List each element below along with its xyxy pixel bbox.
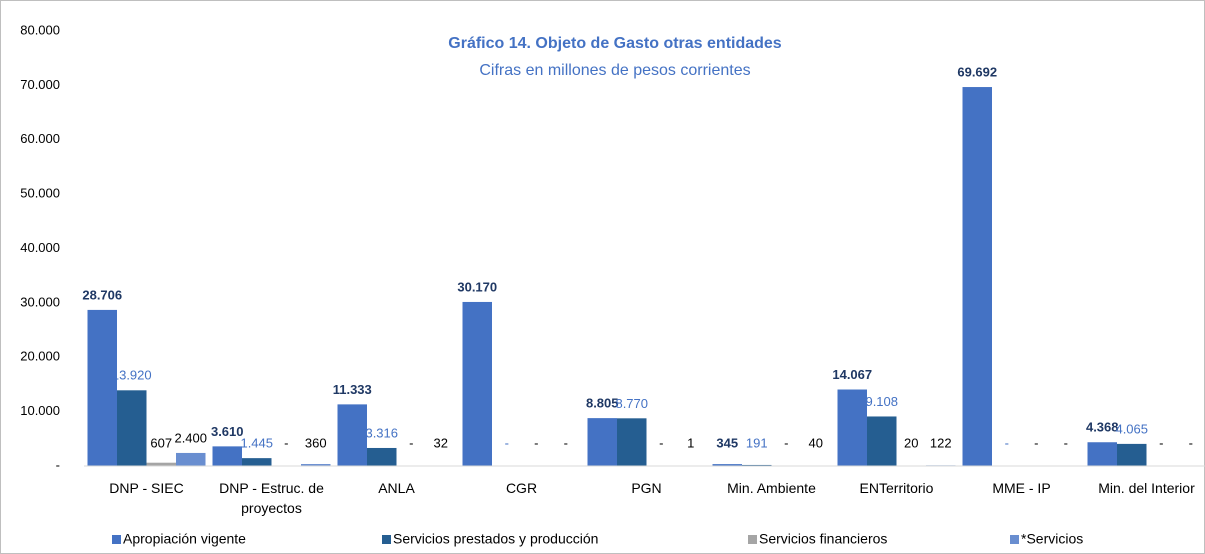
value-label: 9.108	[865, 394, 898, 409]
value-label: 28.706	[82, 287, 122, 302]
y-tick-label: 50.000	[20, 186, 60, 201]
value-label: -	[1064, 435, 1068, 450]
bar	[742, 464, 772, 466]
y-tick-label: 40.000	[20, 240, 60, 255]
value-label: -	[1034, 435, 1038, 450]
legend-swatch	[382, 535, 391, 544]
value-label: 4.065	[1115, 421, 1148, 436]
bar	[367, 447, 397, 466]
value-label: 345	[716, 435, 738, 450]
x-tick-label: ANLA	[378, 480, 415, 496]
bar	[462, 301, 492, 466]
bar	[837, 389, 867, 466]
bar	[146, 462, 176, 466]
x-tick-label: DNP - SIEC	[109, 480, 184, 496]
value-label: -	[659, 435, 663, 450]
bar	[587, 418, 617, 466]
bar	[867, 416, 897, 466]
legend-label: *Servicios	[1021, 531, 1083, 547]
value-label: -	[284, 435, 288, 450]
legend-label: Servicios financieros	[759, 531, 887, 547]
legend-swatch	[748, 535, 757, 544]
value-label: 20	[904, 435, 918, 450]
value-label: -	[1005, 435, 1009, 450]
bar	[337, 404, 367, 466]
y-tick-label: 20.000	[20, 349, 60, 364]
x-tick-label: Min. del Interior	[1098, 480, 1195, 496]
value-label: -	[1189, 435, 1193, 450]
x-tick-label: PGN	[631, 480, 662, 496]
bar	[87, 309, 117, 466]
x-tick-label: CGR	[505, 480, 538, 496]
value-label: 2.400	[174, 430, 207, 445]
value-label: 32	[434, 435, 448, 450]
legend-label: Apropiación vigente	[123, 531, 246, 547]
value-label: 360	[305, 435, 327, 450]
bar	[117, 390, 147, 466]
value-label: -	[1159, 435, 1163, 450]
bar	[962, 87, 992, 467]
value-label: 122	[930, 435, 952, 450]
bar	[212, 446, 242, 466]
bar	[242, 458, 272, 466]
x-tick-label: Min. Ambiente	[727, 480, 816, 496]
value-label: 8.805	[586, 396, 619, 411]
value-label: 4.368	[1086, 420, 1119, 435]
y-tick-label: 60.000	[20, 131, 60, 146]
y-tick-label: 10.000	[20, 403, 60, 418]
value-label: -	[784, 435, 788, 450]
value-label: 3.316	[365, 425, 398, 440]
value-label: -	[505, 435, 509, 450]
value-label: 191	[746, 435, 768, 450]
x-tick-label: ENTerritorio	[859, 480, 934, 496]
value-label: -	[534, 435, 538, 450]
x-tick-label: MME - IP	[992, 480, 1051, 496]
value-label: 30.170	[457, 279, 497, 294]
y-tick-label: 80.000	[20, 22, 60, 37]
x-tick-label: DNP - Estruc. de proyectos	[219, 480, 324, 516]
value-label: 1.445	[240, 435, 273, 450]
y-tick-label: 30.000	[20, 294, 60, 309]
chart-subtitle: Cifras en millones de pesos corrientes	[479, 62, 750, 79]
value-label: -	[409, 435, 413, 450]
value-label: 607	[150, 435, 172, 450]
y-tick-label: 70.000	[20, 77, 60, 92]
value-label: 3.610	[211, 424, 244, 439]
bar	[617, 418, 647, 466]
value-label: 13.920	[112, 368, 152, 383]
chart-title: Gráfico 14. Objeto de Gasto otras entida…	[448, 35, 782, 52]
value-label: 11.333	[333, 382, 372, 397]
value-label: 14.067	[832, 367, 872, 382]
value-label: -	[564, 435, 568, 450]
bar	[176, 452, 206, 466]
bar	[1117, 443, 1147, 466]
bar	[1087, 442, 1117, 466]
bar	[712, 464, 742, 466]
value-label: 69.692	[957, 64, 997, 79]
legend-swatch	[1010, 535, 1019, 544]
legend-label: Servicios prestados y producción	[393, 531, 598, 547]
bar	[301, 464, 331, 466]
value-label: 8.770	[615, 396, 648, 411]
value-label: 1	[687, 435, 694, 450]
value-label: 40	[809, 435, 823, 450]
y-tick-label: -	[56, 457, 60, 472]
legend-swatch	[112, 535, 121, 544]
